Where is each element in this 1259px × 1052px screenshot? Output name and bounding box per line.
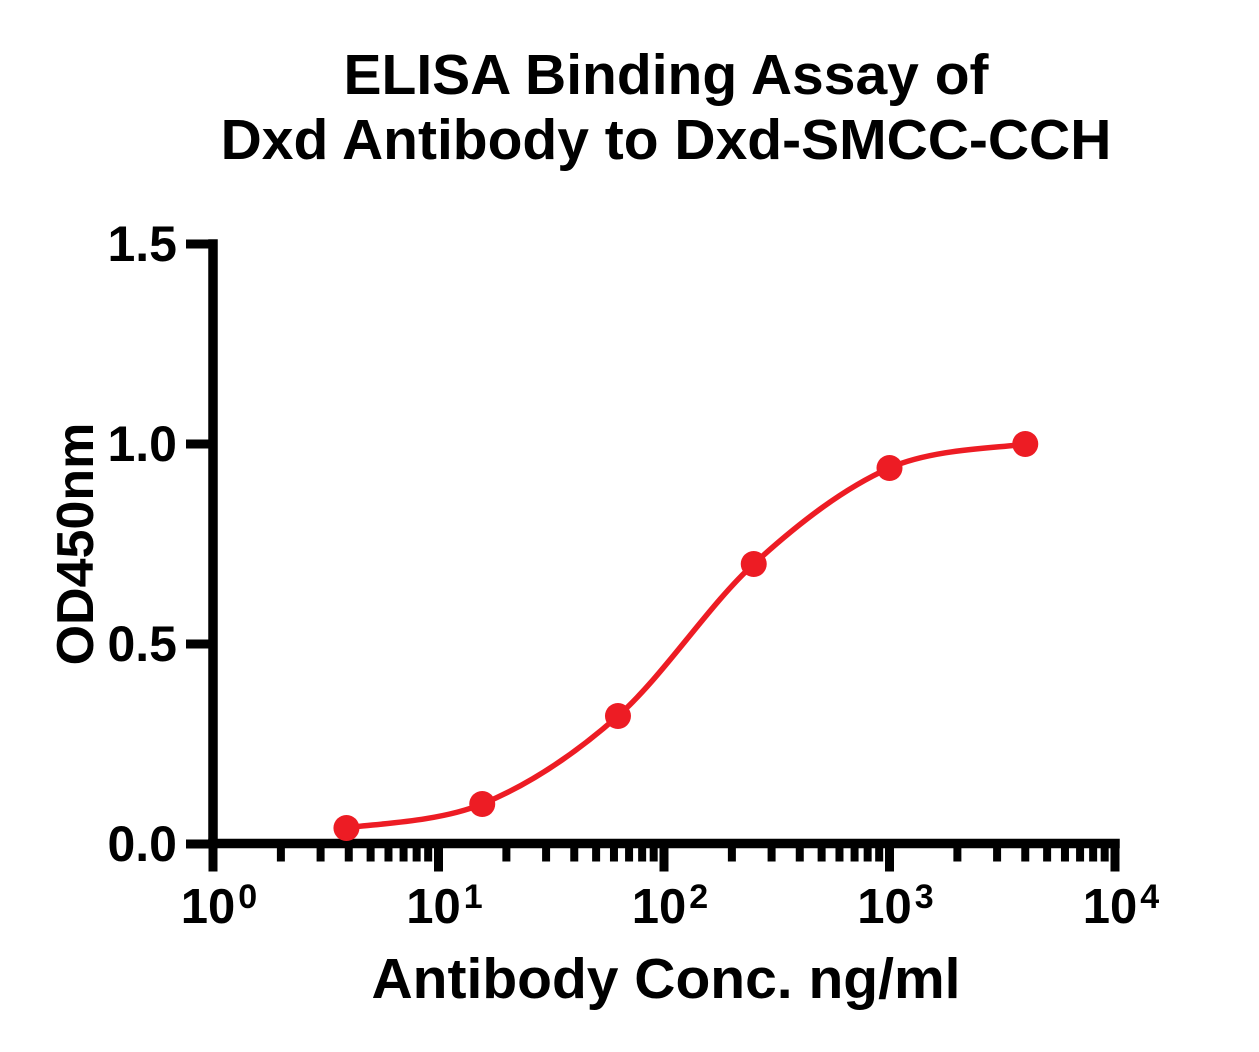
x-tick-label: 101 [406, 878, 482, 934]
x-tick-label: 104 [1083, 878, 1160, 934]
y-tick-label: 1.0 [107, 416, 177, 472]
x-axis-title: Antibody Conc. ng/ml [371, 947, 961, 1011]
fit-curve [343, 441, 1029, 831]
x-tick-label: 103 [857, 878, 933, 934]
x-tick-label: 102 [632, 878, 708, 934]
chart-title: ELISA Binding Assay of Dxd Antibody to D… [213, 43, 1119, 173]
y-tick-label: 0.0 [107, 816, 177, 872]
data-point [604, 703, 631, 729]
data-point [469, 791, 496, 817]
data-point [740, 551, 767, 577]
data-point [333, 815, 360, 841]
chart-title-line1: ELISA Binding Assay of [343, 43, 989, 107]
chart-title-line2: Dxd Antibody to Dxd-SMCC-CCH [220, 108, 1112, 172]
x-tick-label: 100 [181, 878, 257, 934]
data-point [876, 455, 903, 481]
y-tick-label: 1.5 [107, 216, 177, 272]
data-point [1012, 431, 1039, 457]
y-tick-label: 0.5 [107, 616, 177, 672]
